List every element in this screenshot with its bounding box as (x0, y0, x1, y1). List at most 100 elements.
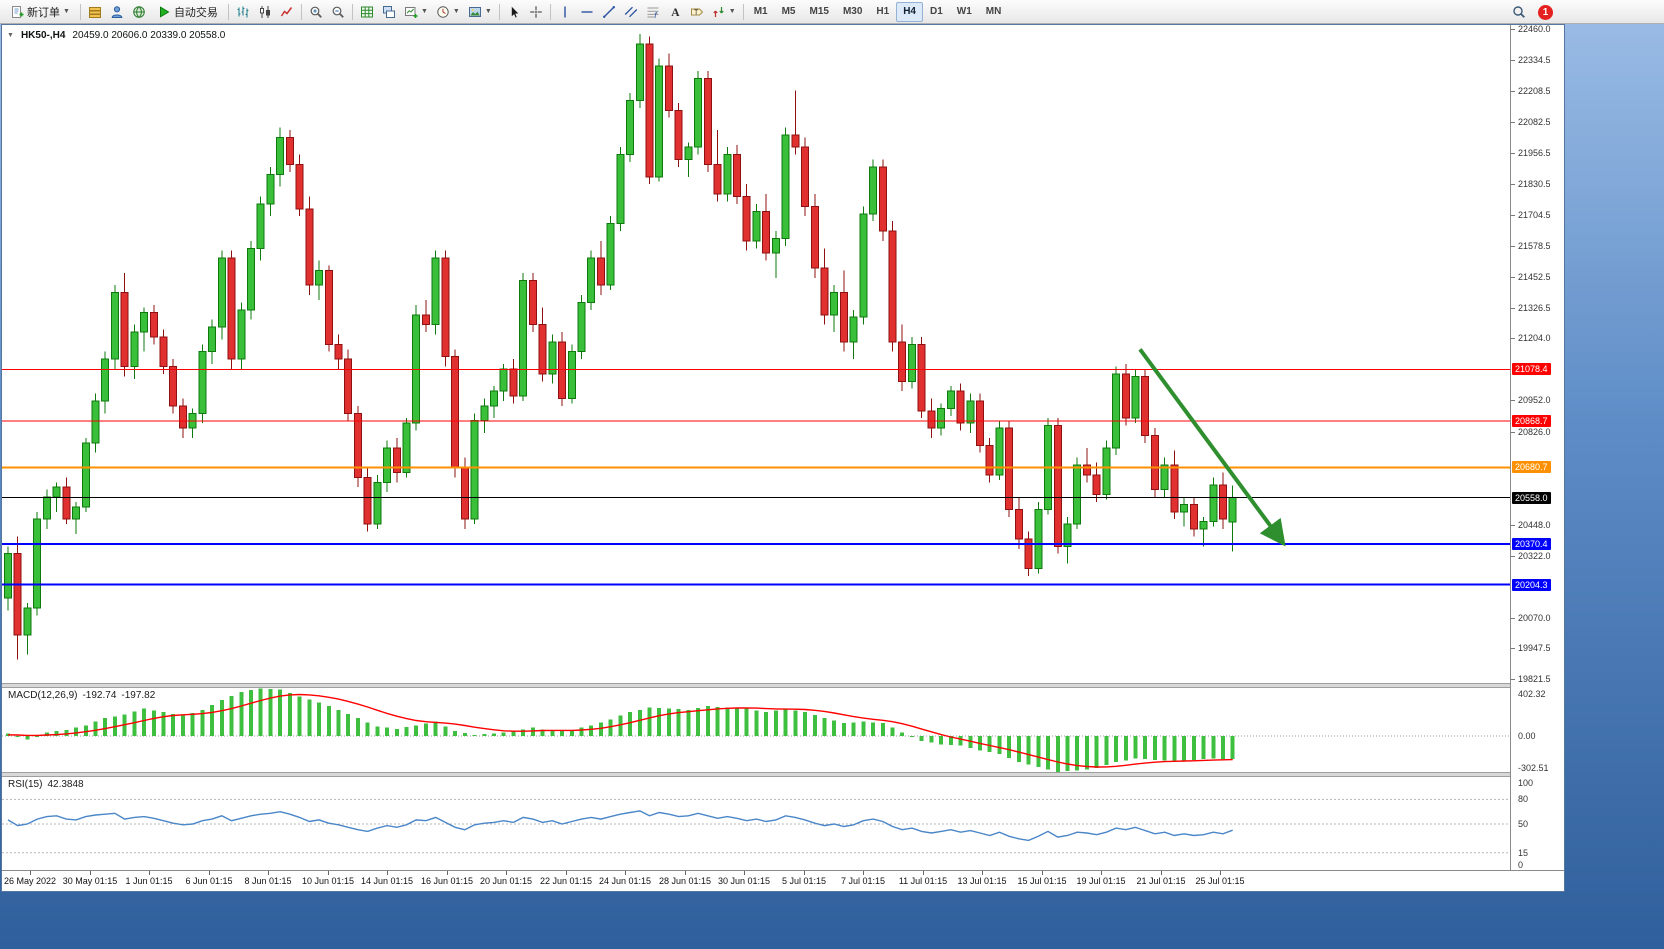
pane-resize-handle[interactable] (2, 683, 1564, 688)
chart-collapse-icon[interactable]: ▼ (7, 32, 14, 39)
channel-button[interactable] (620, 2, 642, 22)
tile-windows-button[interactable] (378, 2, 400, 22)
zoom-out-icon (331, 5, 345, 19)
price-axis-tick (1511, 122, 1515, 123)
chart-window-hk50: ▼ HK50-,H4 20459.0 20606.0 20339.0 20558… (1, 24, 1565, 892)
zoom-out-button[interactable] (327, 2, 349, 22)
time-axis-tick (1220, 871, 1221, 875)
price-axis-tick (1511, 400, 1515, 401)
macd-axis-label: 402.32 (1518, 689, 1546, 699)
toolbar-separator (351, 3, 353, 20)
trend-arrow[interactable] (1138, 348, 1286, 547)
fibonacci-button[interactable]: f (642, 2, 664, 22)
timeframe-h1-button[interactable]: H1 (869, 2, 896, 22)
time-axis-tick (268, 871, 269, 875)
time-axis-label: 10 Jun 01:15 (301, 876, 355, 886)
price-tick-label: 20826.0 (1518, 427, 1551, 437)
time-axis-tick (209, 871, 210, 875)
macd-value-signal: -197.82 (121, 690, 156, 701)
time-axis-label: 28 Jun 01:15 (658, 876, 712, 886)
auto-trading-button[interactable]: 自动交易 (150, 2, 225, 22)
fibonacci-icon: f (646, 5, 660, 19)
navigator-button[interactable] (128, 2, 150, 22)
time-axis-tick (685, 871, 686, 875)
auto-trading-play-icon (157, 5, 171, 19)
new-chart-button[interactable]: ▼ (400, 2, 432, 22)
macd-signal-line (7, 693, 1233, 768)
chart-ohlc-values: 20459.0 20606.0 20339.0 20558.0 (72, 30, 226, 41)
text-button[interactable]: A (664, 2, 686, 22)
market-watch-button[interactable] (84, 2, 106, 22)
timeframe-m1-button[interactable]: M1 (747, 2, 775, 22)
time-axis-label: 1 Jun 01:15 (125, 876, 173, 886)
timeframe-w1-button[interactable]: W1 (950, 2, 979, 22)
price-axis[interactable]: 22460.0 22334.5 22208.5 22082.5 21956.5 21830… (1510, 24, 1564, 870)
macd-pane[interactable] (2, 688, 1510, 772)
main-chart[interactable] (2, 25, 1510, 683)
timeframe-mn-button[interactable]: MN (979, 2, 1009, 22)
clock-icon (436, 5, 450, 19)
chevron-down-icon: ▼ (484, 8, 492, 15)
zoom-in-button[interactable] (305, 2, 327, 22)
time-axis-tick (90, 871, 91, 875)
bar-chart-button[interactable] (232, 2, 254, 22)
indicators-button[interactable] (356, 2, 378, 22)
price-tick-label: 20448.0 (1518, 520, 1551, 530)
chart-symbol-timeframe: HK50-,H4 (20, 30, 66, 41)
time-axis-label: 21 Jul 01:15 (1136, 876, 1186, 886)
price-tick-label: 19821.5 (1518, 674, 1551, 684)
templates-button[interactable]: ▼ (464, 2, 496, 22)
horizontal-line-button[interactable] (576, 2, 598, 22)
price-axis-tick (1511, 308, 1515, 309)
arrows-button[interactable]: ▼ (708, 2, 740, 22)
price-tick-label: 21326.5 (1518, 303, 1551, 313)
price-tick-label: 20070.0 (1518, 613, 1551, 623)
time-axis-tick (982, 871, 983, 875)
vertical-line-button[interactable] (554, 2, 576, 22)
timeframe-m30-button[interactable]: M30 (836, 2, 869, 22)
time-axis-label: 30 May 01:15 (62, 876, 118, 886)
price-axis-tick (1511, 153, 1515, 154)
time-axis-tick (447, 871, 448, 875)
rsi-level-lines (2, 798, 1510, 854)
timeframe-m15-button[interactable]: M15 (803, 2, 836, 22)
new-order-button[interactable]: 新订单 ▼ (3, 2, 77, 22)
time-axis-label: 26 May 2022 (3, 876, 57, 886)
timeframe-m5-button[interactable]: M5 (775, 2, 803, 22)
rsi-pane[interactable] (2, 777, 1510, 870)
time-axis-label: 13 Jul 01:15 (957, 876, 1007, 886)
new-order-label: 新订单 (27, 6, 60, 19)
crosshair-button[interactable] (525, 2, 547, 22)
price-tick-label: 22334.5 (1518, 55, 1551, 65)
cursor-button[interactable] (503, 2, 525, 22)
level-lines (2, 368, 1510, 586)
time-axis-label: 14 Jun 01:15 (360, 876, 414, 886)
trendline-button[interactable] (598, 2, 620, 22)
candlestick-chart-button[interactable] (254, 2, 276, 22)
candlestick-chart-icon (258, 5, 272, 19)
price-axis-tick (1511, 277, 1515, 278)
vertical-line-icon (558, 5, 572, 19)
toolbar-separator (79, 3, 81, 20)
macd-label: MACD(12,26,9) (8, 690, 78, 701)
timeframe-h4-button[interactable]: H4 (896, 1, 923, 22)
timeframe-group: M1 M5 M15 M30 H1 H4 D1 W1 MN (747, 1, 1009, 22)
text-label-button[interactable]: T (686, 2, 708, 22)
time-axis-tick (863, 871, 864, 875)
notification-badge[interactable]: 1 (1538, 4, 1553, 20)
cursor-icon (507, 5, 521, 19)
periods-button[interactable]: ▼ (432, 2, 464, 22)
pane-resize-handle[interactable] (2, 772, 1564, 777)
text-icon: A (668, 5, 682, 19)
timeframe-d1-button[interactable]: D1 (923, 2, 950, 22)
line-chart-button[interactable] (276, 2, 298, 22)
time-axis-label: 15 Jul 01:15 (1017, 876, 1067, 886)
price-axis-tick (1511, 338, 1515, 339)
time-axis-tick (923, 871, 924, 875)
time-axis-label: 19 Jul 01:15 (1076, 876, 1126, 886)
time-axis[interactable]: 26 May 2022 30 May 01:15 1 Jun 01:15 6 Jun … (2, 870, 1564, 890)
search-button[interactable] (1508, 2, 1530, 22)
time-axis-tick (506, 871, 507, 875)
time-axis-tick (387, 871, 388, 875)
data-window-button[interactable] (106, 2, 128, 22)
